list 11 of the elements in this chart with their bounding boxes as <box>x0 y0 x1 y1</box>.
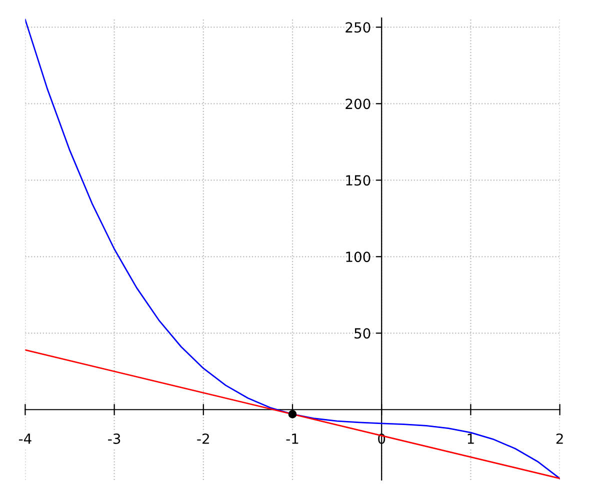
y-tick-label: 250 <box>346 22 370 33</box>
x-tick-label: -2 <box>197 433 209 444</box>
x-tick-label: 1 <box>468 434 474 444</box>
x-tick-label: -4 <box>18 434 32 444</box>
y-tick-label: 200 <box>346 98 370 110</box>
x-tick-label: -3 <box>108 433 120 444</box>
y-tick-label: 50 <box>354 328 370 339</box>
y-tick-label: 150 <box>346 175 370 186</box>
x-tick-label: 2 <box>556 433 563 444</box>
y-tick-label: 100 <box>346 252 370 262</box>
x-tick-label: -1 <box>286 434 298 444</box>
